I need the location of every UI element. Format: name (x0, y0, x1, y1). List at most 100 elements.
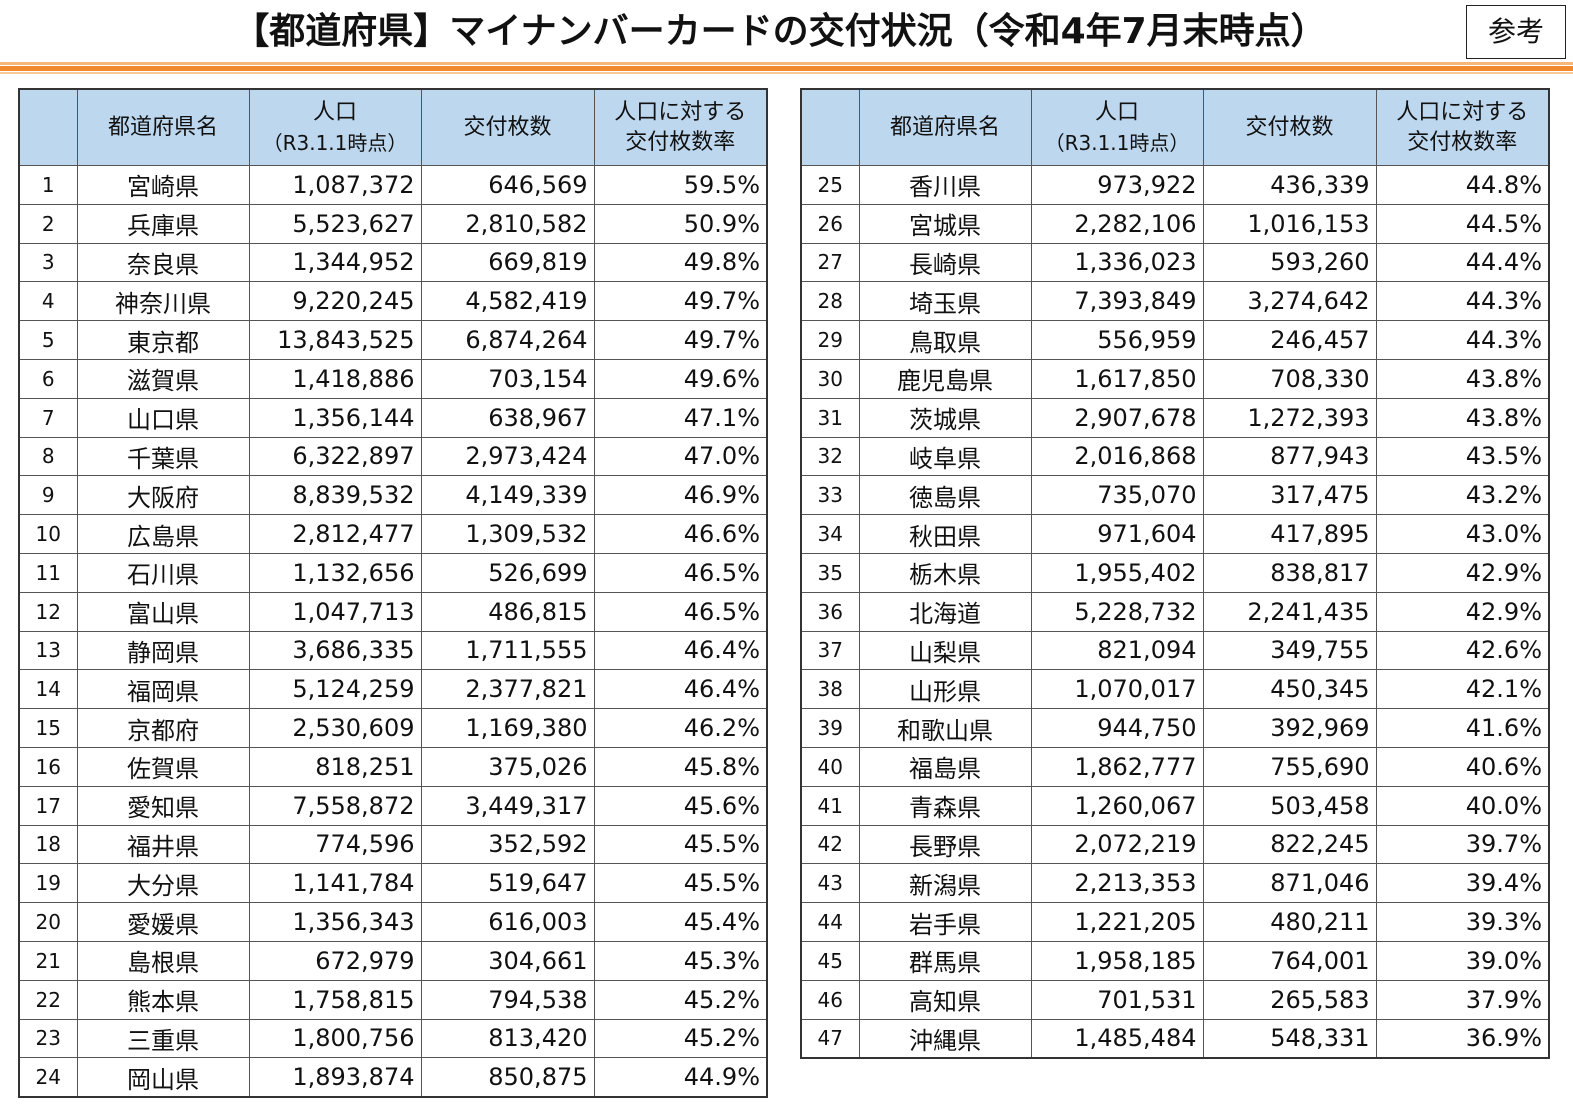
rank-cell: 42 (800, 824, 860, 865)
rate-cell: 44.9% (593, 1057, 768, 1098)
prefecture-cell: 岩手県 (858, 902, 1032, 942)
rate-cell: 44.5% (1375, 203, 1550, 244)
issued-cell: 703,154 (420, 358, 595, 399)
divider (0, 72, 1573, 74)
prefecture-cell: 神奈川県 (76, 281, 250, 322)
prefecture-cell: 宮城県 (858, 203, 1032, 244)
header-no (800, 88, 860, 166)
prefecture-cell: 山口県 (76, 397, 250, 438)
header-issued: 交付枚数 (1202, 88, 1377, 166)
issued-cell: 708,330 (1202, 358, 1377, 399)
rank-cell: 31 (800, 397, 860, 438)
prefecture-cell: 愛媛県 (76, 902, 250, 942)
issued-cell: 638,967 (420, 397, 595, 438)
prefecture-cell: 長野県 (858, 824, 1032, 865)
header-rate-line1: 人口に対する (614, 99, 747, 125)
table-row: 9 大阪府 8,839,532 4,149,339 46.9% (18, 475, 768, 516)
prefecture-cell: 静岡県 (76, 630, 250, 671)
rate-cell: 37.9% (1375, 979, 1550, 1020)
rank-cell: 18 (18, 824, 78, 865)
table-row: 38 山形県 1,070,017 450,345 42.1% (800, 669, 1550, 710)
issued-cell: 519,647 (420, 863, 595, 904)
rate-cell: 42.6% (1375, 630, 1550, 671)
population-cell: 1,221,205 (1030, 902, 1204, 942)
header-pop-sub: （R3.1.1時点） (262, 130, 408, 155)
issued-cell: 871,046 (1202, 863, 1377, 904)
issued-cell: 6,874,264 (420, 320, 595, 360)
rank-cell: 14 (18, 669, 78, 710)
issued-cell: 822,245 (1202, 824, 1377, 865)
rank-cell: 17 (18, 785, 78, 826)
population-cell: 1,356,343 (248, 902, 422, 942)
rank-cell: 27 (800, 242, 860, 283)
prefecture-cell: 岡山県 (76, 1057, 250, 1098)
rank-cell: 26 (800, 203, 860, 244)
rank-cell: 12 (18, 591, 78, 632)
rate-cell: 59.5% (593, 165, 768, 205)
prefecture-cell: 京都府 (76, 708, 250, 748)
rate-cell: 49.8% (593, 242, 768, 283)
table-row: 1 宮崎県 1,087,372 646,569 59.5% (18, 165, 768, 205)
rate-cell: 44.8% (1375, 165, 1550, 205)
header-pop-label: 人口 (312, 99, 357, 125)
issued-cell: 548,331 (1202, 1018, 1377, 1059)
prefecture-cell: 佐賀県 (76, 746, 250, 787)
table-row: 37 山梨県 821,094 349,755 42.6% (800, 630, 1550, 671)
population-cell: 1,141,784 (248, 863, 422, 904)
population-cell: 2,282,106 (1030, 203, 1204, 244)
issued-cell: 3,274,642 (1202, 281, 1377, 322)
population-cell: 2,016,868 (1030, 436, 1204, 477)
rate-cell: 43.8% (1375, 397, 1550, 438)
population-cell: 2,530,609 (248, 708, 422, 748)
rank-cell: 47 (800, 1018, 860, 1059)
table-row: 30 鹿児島県 1,617,850 708,330 43.8% (800, 358, 1550, 399)
population-cell: 1,260,067 (1030, 785, 1204, 826)
population-cell: 2,072,219 (1030, 824, 1204, 865)
rate-cell: 45.2% (593, 1018, 768, 1059)
table-row: 16 佐賀県 818,251 375,026 45.8% (18, 746, 768, 787)
prefecture-cell: 青森県 (858, 785, 1032, 826)
prefecture-cell: 富山県 (76, 591, 250, 632)
header-rate: 人口に対する 交付枚数率 (1375, 88, 1550, 166)
issued-cell: 764,001 (1202, 940, 1377, 981)
rate-cell: 49.7% (593, 320, 768, 360)
prefecture-cell: 福島県 (858, 746, 1032, 787)
prefecture-cell: 高知県 (858, 979, 1032, 1020)
issued-cell: 1,169,380 (420, 708, 595, 748)
prefecture-cell: 福井県 (76, 824, 250, 865)
population-cell: 5,228,732 (1030, 591, 1204, 632)
table-row: 45 群馬県 1,958,185 764,001 39.0% (800, 940, 1550, 981)
issued-cell: 265,583 (1202, 979, 1377, 1020)
issued-cell: 526,699 (420, 552, 595, 593)
issued-cell: 850,875 (420, 1057, 595, 1098)
issued-cell: 436,339 (1202, 165, 1377, 205)
population-cell: 2,907,678 (1030, 397, 1204, 438)
rank-cell: 22 (18, 979, 78, 1020)
rate-cell: 42.1% (1375, 669, 1550, 710)
rate-cell: 40.0% (1375, 785, 1550, 826)
header-pop-sub: （R3.1.1時点） (1044, 130, 1190, 155)
header-issued: 交付枚数 (420, 88, 595, 166)
table-row: 40 福島県 1,862,777 755,690 40.6% (800, 746, 1550, 787)
table-row: 10 広島県 2,812,477 1,309,532 46.6% (18, 514, 768, 554)
issued-cell: 1,309,532 (420, 514, 595, 554)
population-cell: 1,418,886 (248, 358, 422, 399)
header-pop: 人口 （R3.1.1時点） (248, 88, 422, 166)
issued-cell: 616,003 (420, 902, 595, 942)
rank-cell: 19 (18, 863, 78, 904)
rate-cell: 39.0% (1375, 940, 1550, 981)
header-name: 都道府県名 (76, 88, 250, 166)
population-cell: 9,220,245 (248, 281, 422, 322)
header-pop: 人口 （R3.1.1時点） (1030, 88, 1204, 166)
table-row: 17 愛知県 7,558,872 3,449,317 45.6% (18, 785, 768, 826)
rate-cell: 45.8% (593, 746, 768, 787)
issued-cell: 1,272,393 (1202, 397, 1377, 438)
table-row: 46 高知県 701,531 265,583 37.9% (800, 979, 1550, 1020)
population-cell: 1,047,713 (248, 591, 422, 632)
table-row: 15 京都府 2,530,609 1,169,380 46.2% (18, 708, 768, 748)
divider (0, 66, 1573, 71)
table-row: 20 愛媛県 1,356,343 616,003 45.4% (18, 902, 768, 942)
table-row: 5 東京都 13,843,525 6,874,264 49.7% (18, 320, 768, 360)
rate-cell: 45.4% (593, 902, 768, 942)
prefecture-cell: 北海道 (858, 591, 1032, 632)
